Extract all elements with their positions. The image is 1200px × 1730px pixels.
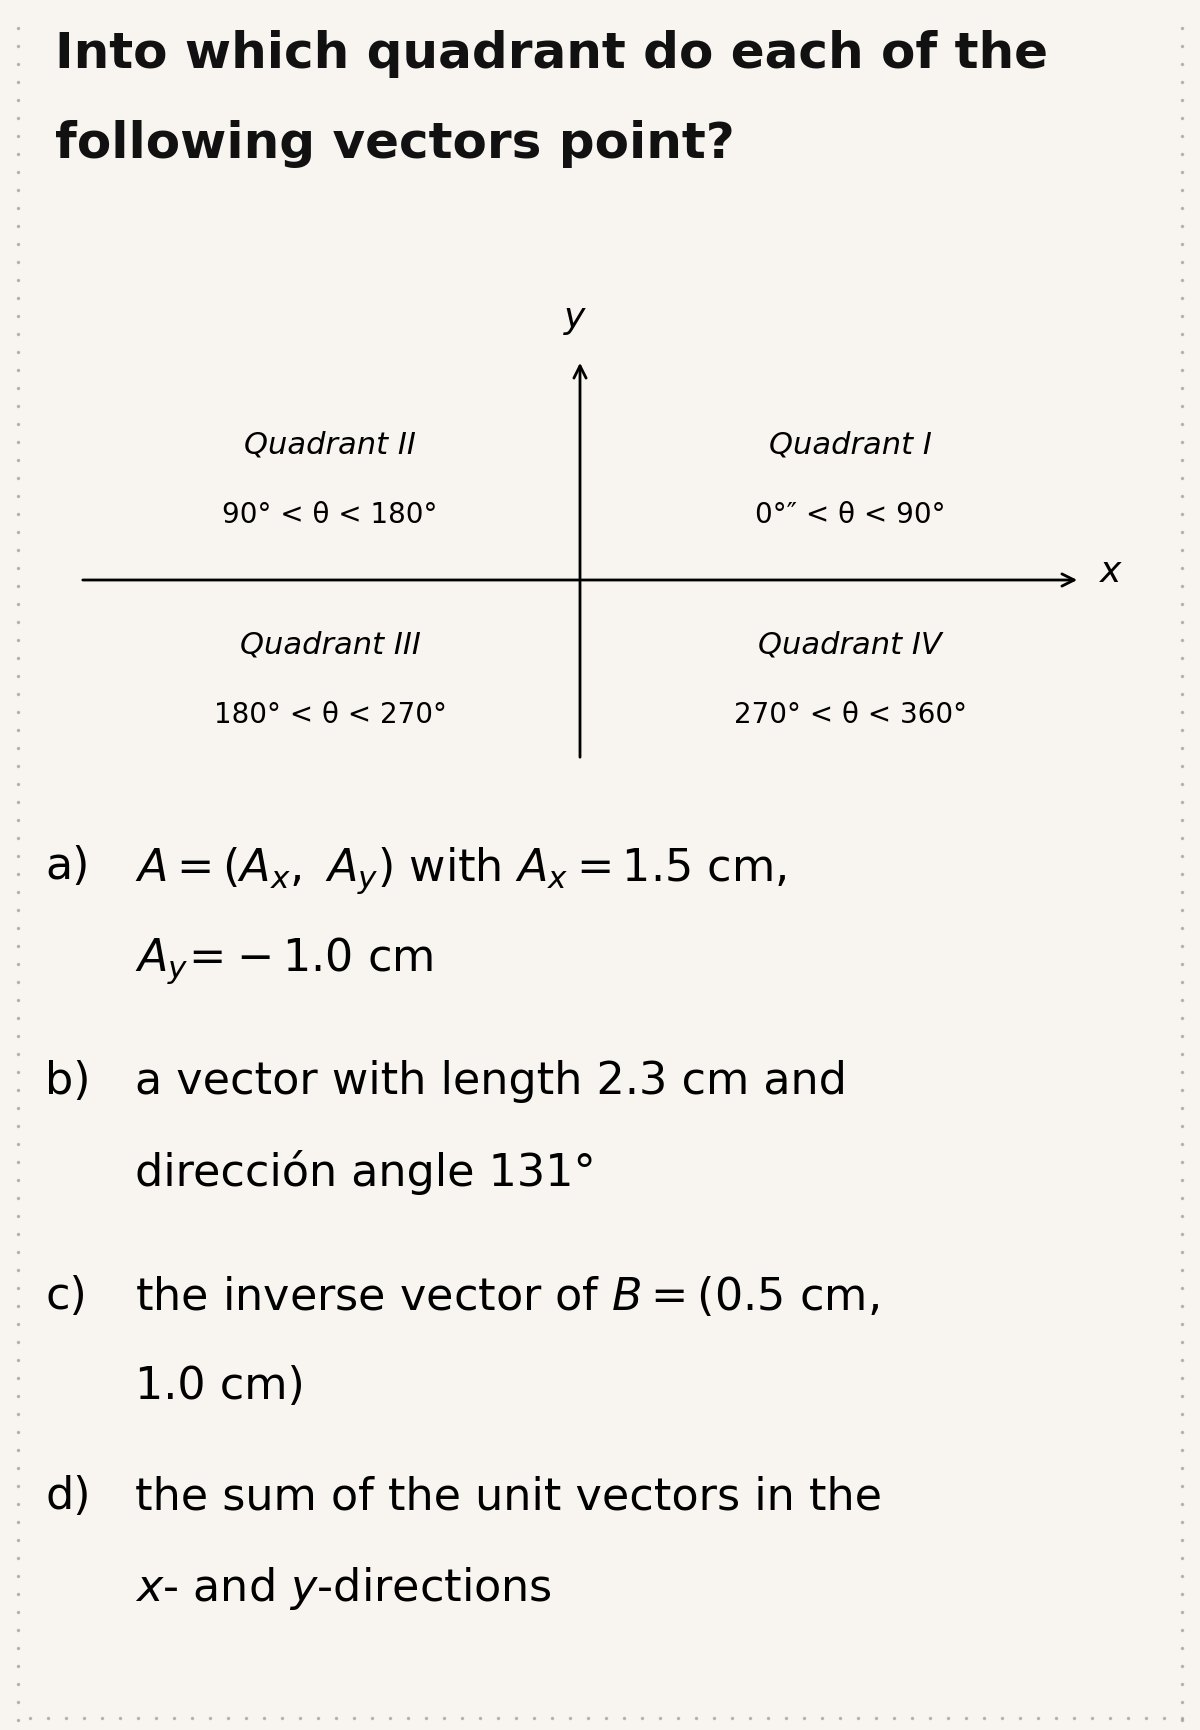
Text: d): d) [46,1476,90,1517]
Text: Quadrant III: Quadrant III [240,630,420,659]
Text: Into which quadrant do each of the: Into which quadrant do each of the [55,29,1048,78]
Text: b): b) [46,1060,90,1104]
Text: $A = (A_x,\ A_y)$ with $A_x = 1.5$ cm,: $A = (A_x,\ A_y)$ with $A_x = 1.5$ cm, [134,844,786,896]
Text: 90° < θ < 180°: 90° < θ < 180° [222,502,438,529]
Text: Quadrant IV: Quadrant IV [758,630,942,659]
Text: a): a) [46,844,89,887]
Text: 180° < θ < 270°: 180° < θ < 270° [214,701,446,728]
Text: dirección angle 131°: dirección angle 131° [134,1150,595,1195]
Text: a vector with length 2.3 cm and: a vector with length 2.3 cm and [134,1060,847,1104]
Text: Quadrant II: Quadrant II [244,431,416,460]
Text: 0°″ < θ < 90°: 0°″ < θ < 90° [755,502,946,529]
Text: $x$- and $y$-directions: $x$- and $y$-directions [134,1566,552,1612]
Text: $A_y\!=\!-1.0$ cm: $A_y\!=\!-1.0$ cm [134,934,433,986]
Text: the sum of the unit vectors in the: the sum of the unit vectors in the [134,1476,882,1517]
Text: following vectors point?: following vectors point? [55,119,734,168]
Text: 1.0 cm): 1.0 cm) [134,1365,305,1408]
Text: the inverse vector of $B = (0.5$ cm,: the inverse vector of $B = (0.5$ cm, [134,1275,878,1318]
Text: Quadrant I: Quadrant I [768,431,931,460]
Text: x: x [1100,555,1121,588]
Text: y: y [564,301,586,336]
Text: c): c) [46,1275,86,1318]
Text: 270° < θ < 360°: 270° < θ < 360° [733,701,966,728]
